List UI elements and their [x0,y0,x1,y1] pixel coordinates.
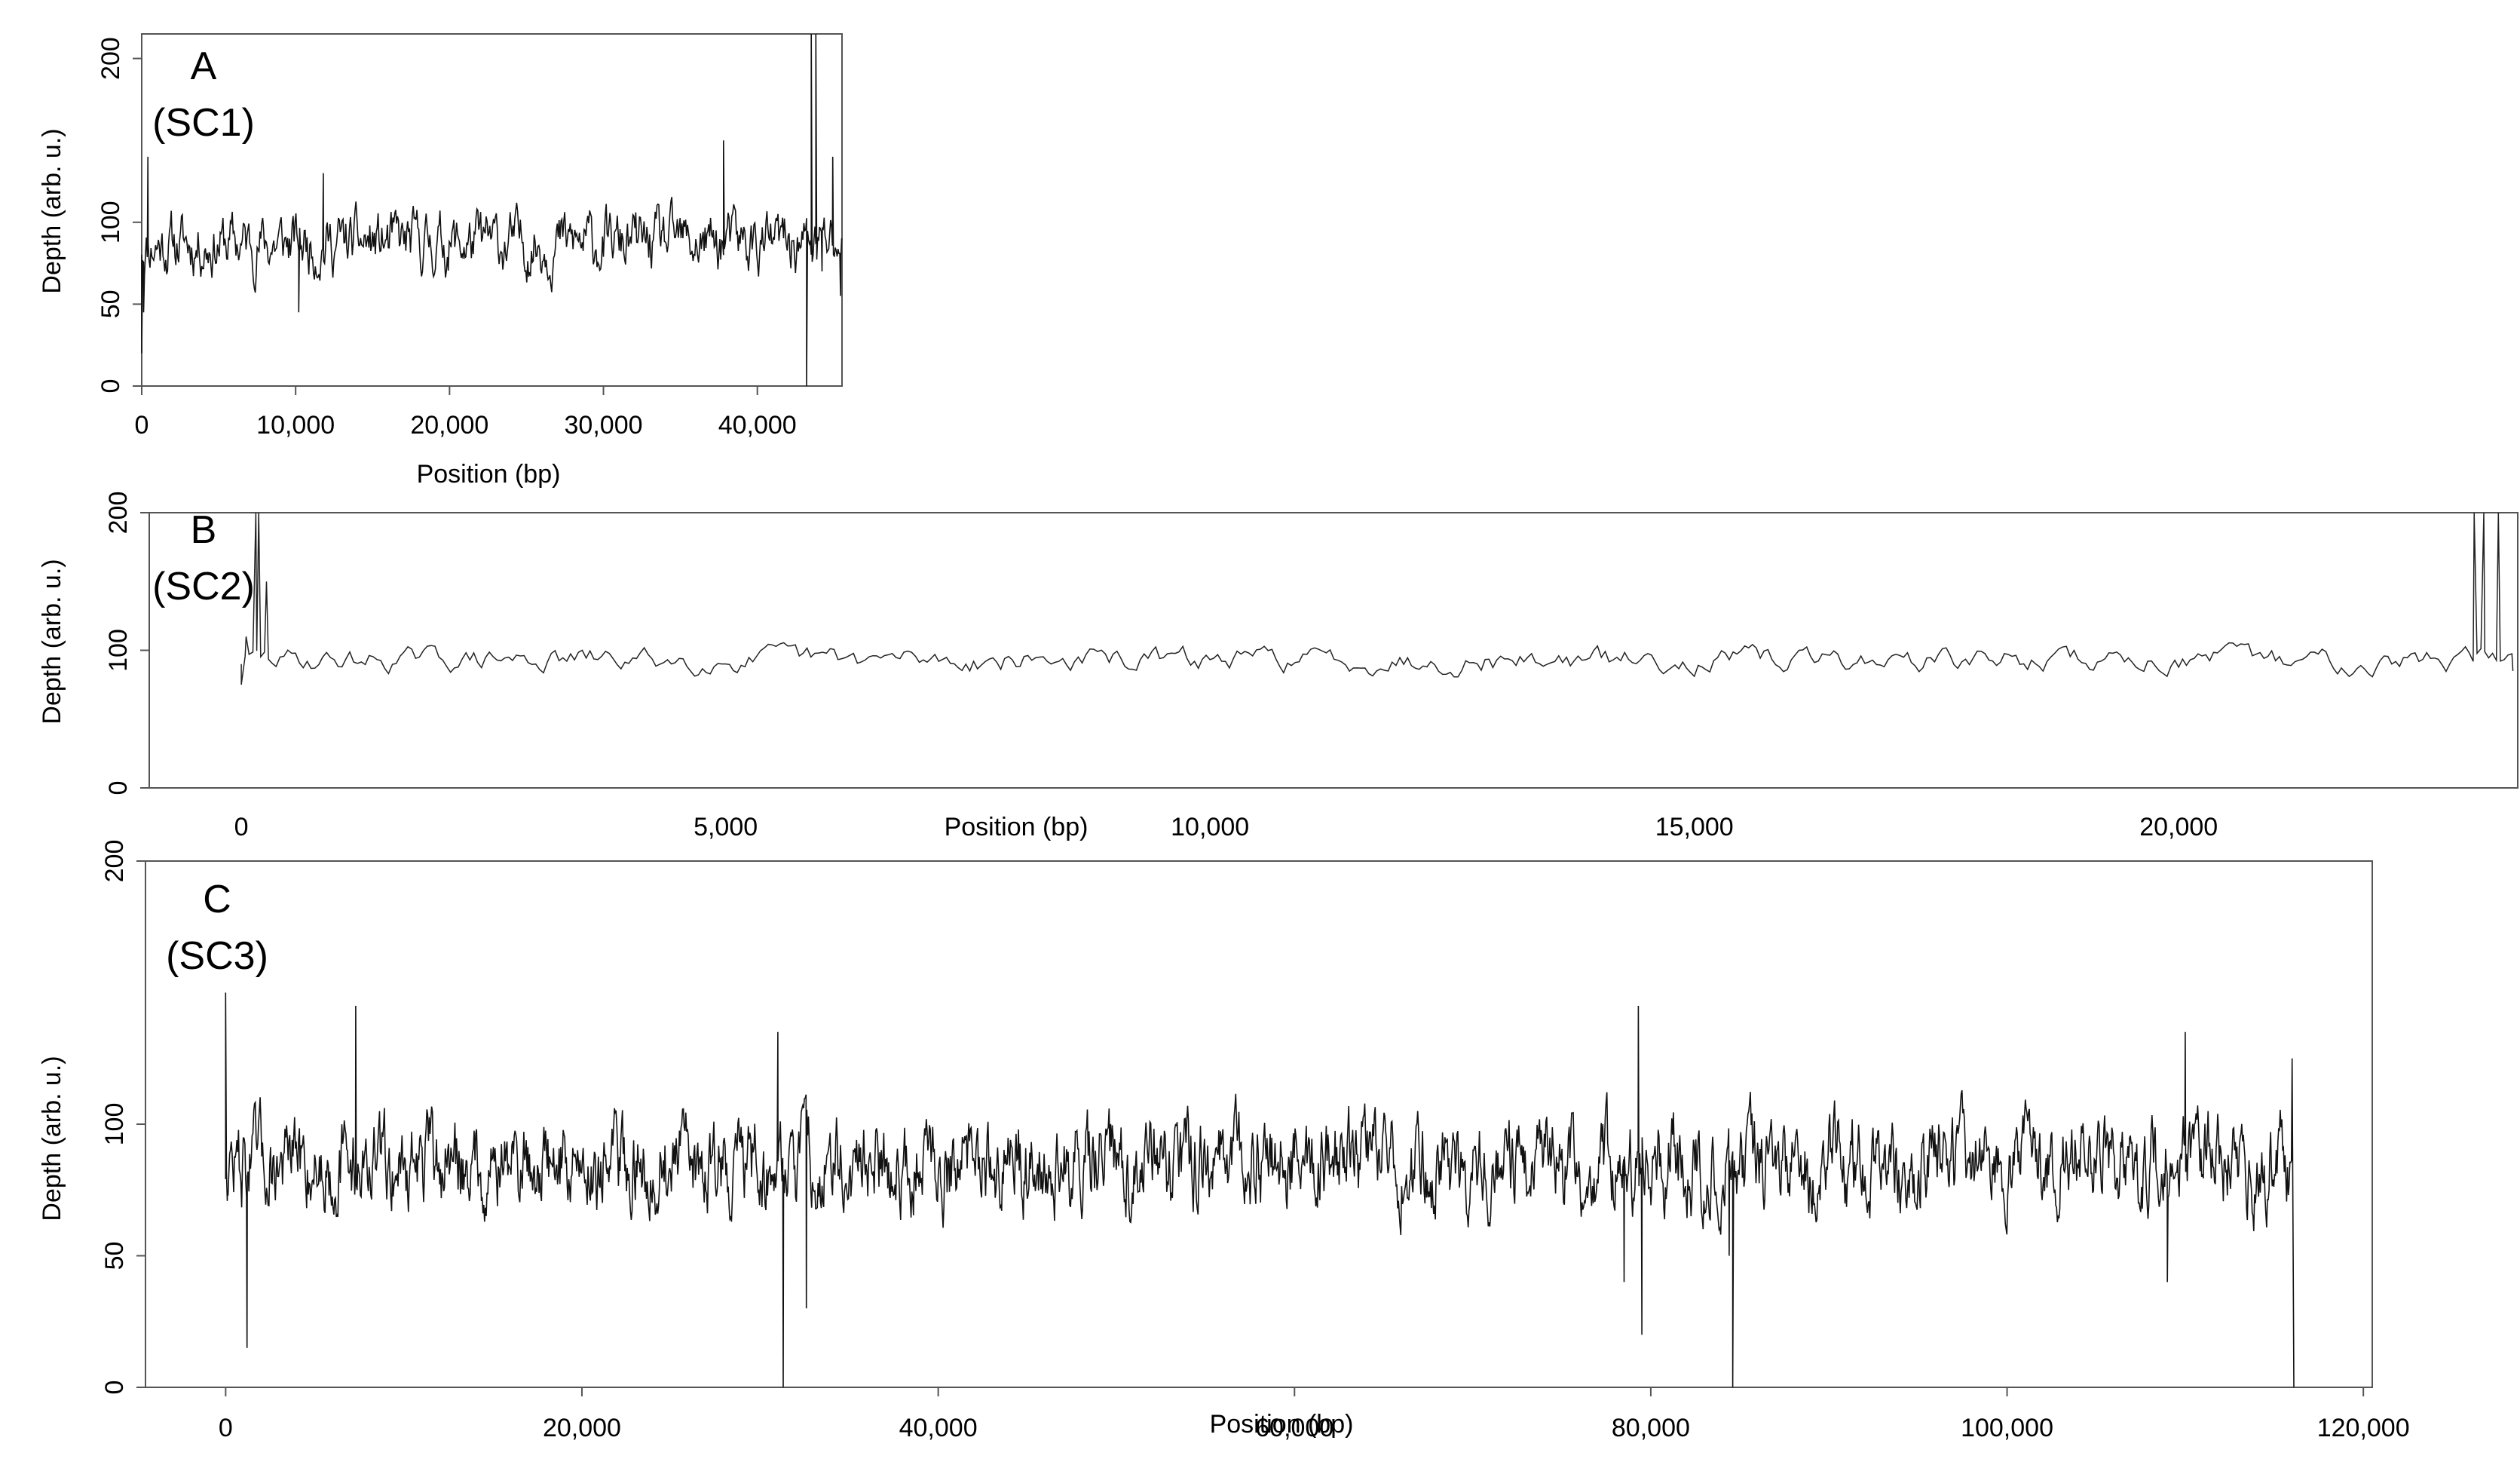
x-tick-label: 0 [234,813,249,841]
y-tick-label: 200 [104,492,133,535]
panel-c-depth-line [225,992,2295,1388]
panel-c-x-axis: 0 20,000 40,000 60,000 80,000 100,000 120,000 [219,1387,2410,1442]
x-tick-label: 20,000 [543,1414,621,1442]
panel-a-y-axis: 0 50 100 200 [96,37,142,393]
panel-b-y-axis: 0 100 200 [104,492,149,795]
y-tick-label: 100 [104,629,133,672]
y-tick-label: 0 [100,1381,129,1395]
y-tick-label: 200 [96,37,125,80]
y-tick-label: 0 [104,781,133,795]
panel-c-letter: C [203,878,231,921]
panel-b-x-axis: 0 5,000 10,000 15,000 20,000 [234,813,2218,841]
x-tick-label: 20,000 [410,411,488,440]
x-tick-label: 15,000 [1655,813,1734,841]
y-tick-label: 100 [96,201,125,244]
y-tick-label: 0 [96,379,125,394]
panel-b-plot-frame [149,512,2518,789]
panel-b-sc2-coverage: 0 100 200 0 5,000 10,000 15,000 20,000 B (SC2)… [38,492,2518,841]
x-tick-label: 30,000 [565,411,643,440]
panel-a-y-axis-title: Depth (arb. u.) [38,128,66,293]
panel-a-x-axis: 0 10,000 20,000 30,000 40,000 [135,386,797,440]
panel-a-sc1-coverage: 0 50 100 200 0 10,000 20,000 30,000 40,000 A (S… [38,33,843,489]
x-tick-label: 5,000 [694,813,758,841]
panel-b-x-axis-title: Position (bp) [945,813,1089,841]
x-tick-label: 40,000 [718,411,797,440]
x-tick-label: 0 [135,411,149,440]
panel-b-letter: B [191,508,217,552]
y-tick-label: 100 [100,1103,129,1146]
x-tick-label: 80,000 [1612,1414,1690,1442]
panel-b-y-axis-title: Depth (arb. u.) [38,559,66,724]
panel-c-x-axis-title: Position (bp) [1210,1410,1354,1439]
panel-a-plot-frame [141,33,843,387]
x-tick-label: 10,000 [1171,813,1249,841]
x-tick-label: 120,000 [2317,1414,2410,1442]
y-tick-label: 50 [96,290,125,318]
panel-b-sample-label: (SC2) [152,565,255,608]
panel-c-sc3-coverage: 0 50 100 200 0 20,000 40,000 60,000 80,000 100,0… [38,840,2410,1442]
panel-a-x-axis-title: Position (bp) [417,460,561,489]
y-tick-label: 200 [100,840,129,883]
x-tick-label: 60,000 [1255,1414,1333,1442]
panel-c-sample-label: (SC3) [166,934,268,978]
panel-b-depth-line [240,512,2514,685]
x-tick-label: 100,000 [1961,1414,2053,1442]
x-tick-label: 10,000 [256,411,335,440]
y-tick-label: 50 [100,1242,129,1270]
panel-a-letter: A [191,44,217,88]
panel-c-y-axis: 0 50 100 200 [100,840,145,1395]
x-tick-label: 40,000 [899,1414,978,1442]
panel-c-y-axis-title: Depth (arb. u.) [38,1056,66,1221]
panel-a-sample-label: (SC1) [152,101,255,145]
panel-c-plot-frame [145,860,2373,1388]
x-tick-label: 0 [219,1414,233,1442]
x-tick-label: 20,000 [2139,813,2218,841]
panel-a-depth-line [141,33,843,387]
